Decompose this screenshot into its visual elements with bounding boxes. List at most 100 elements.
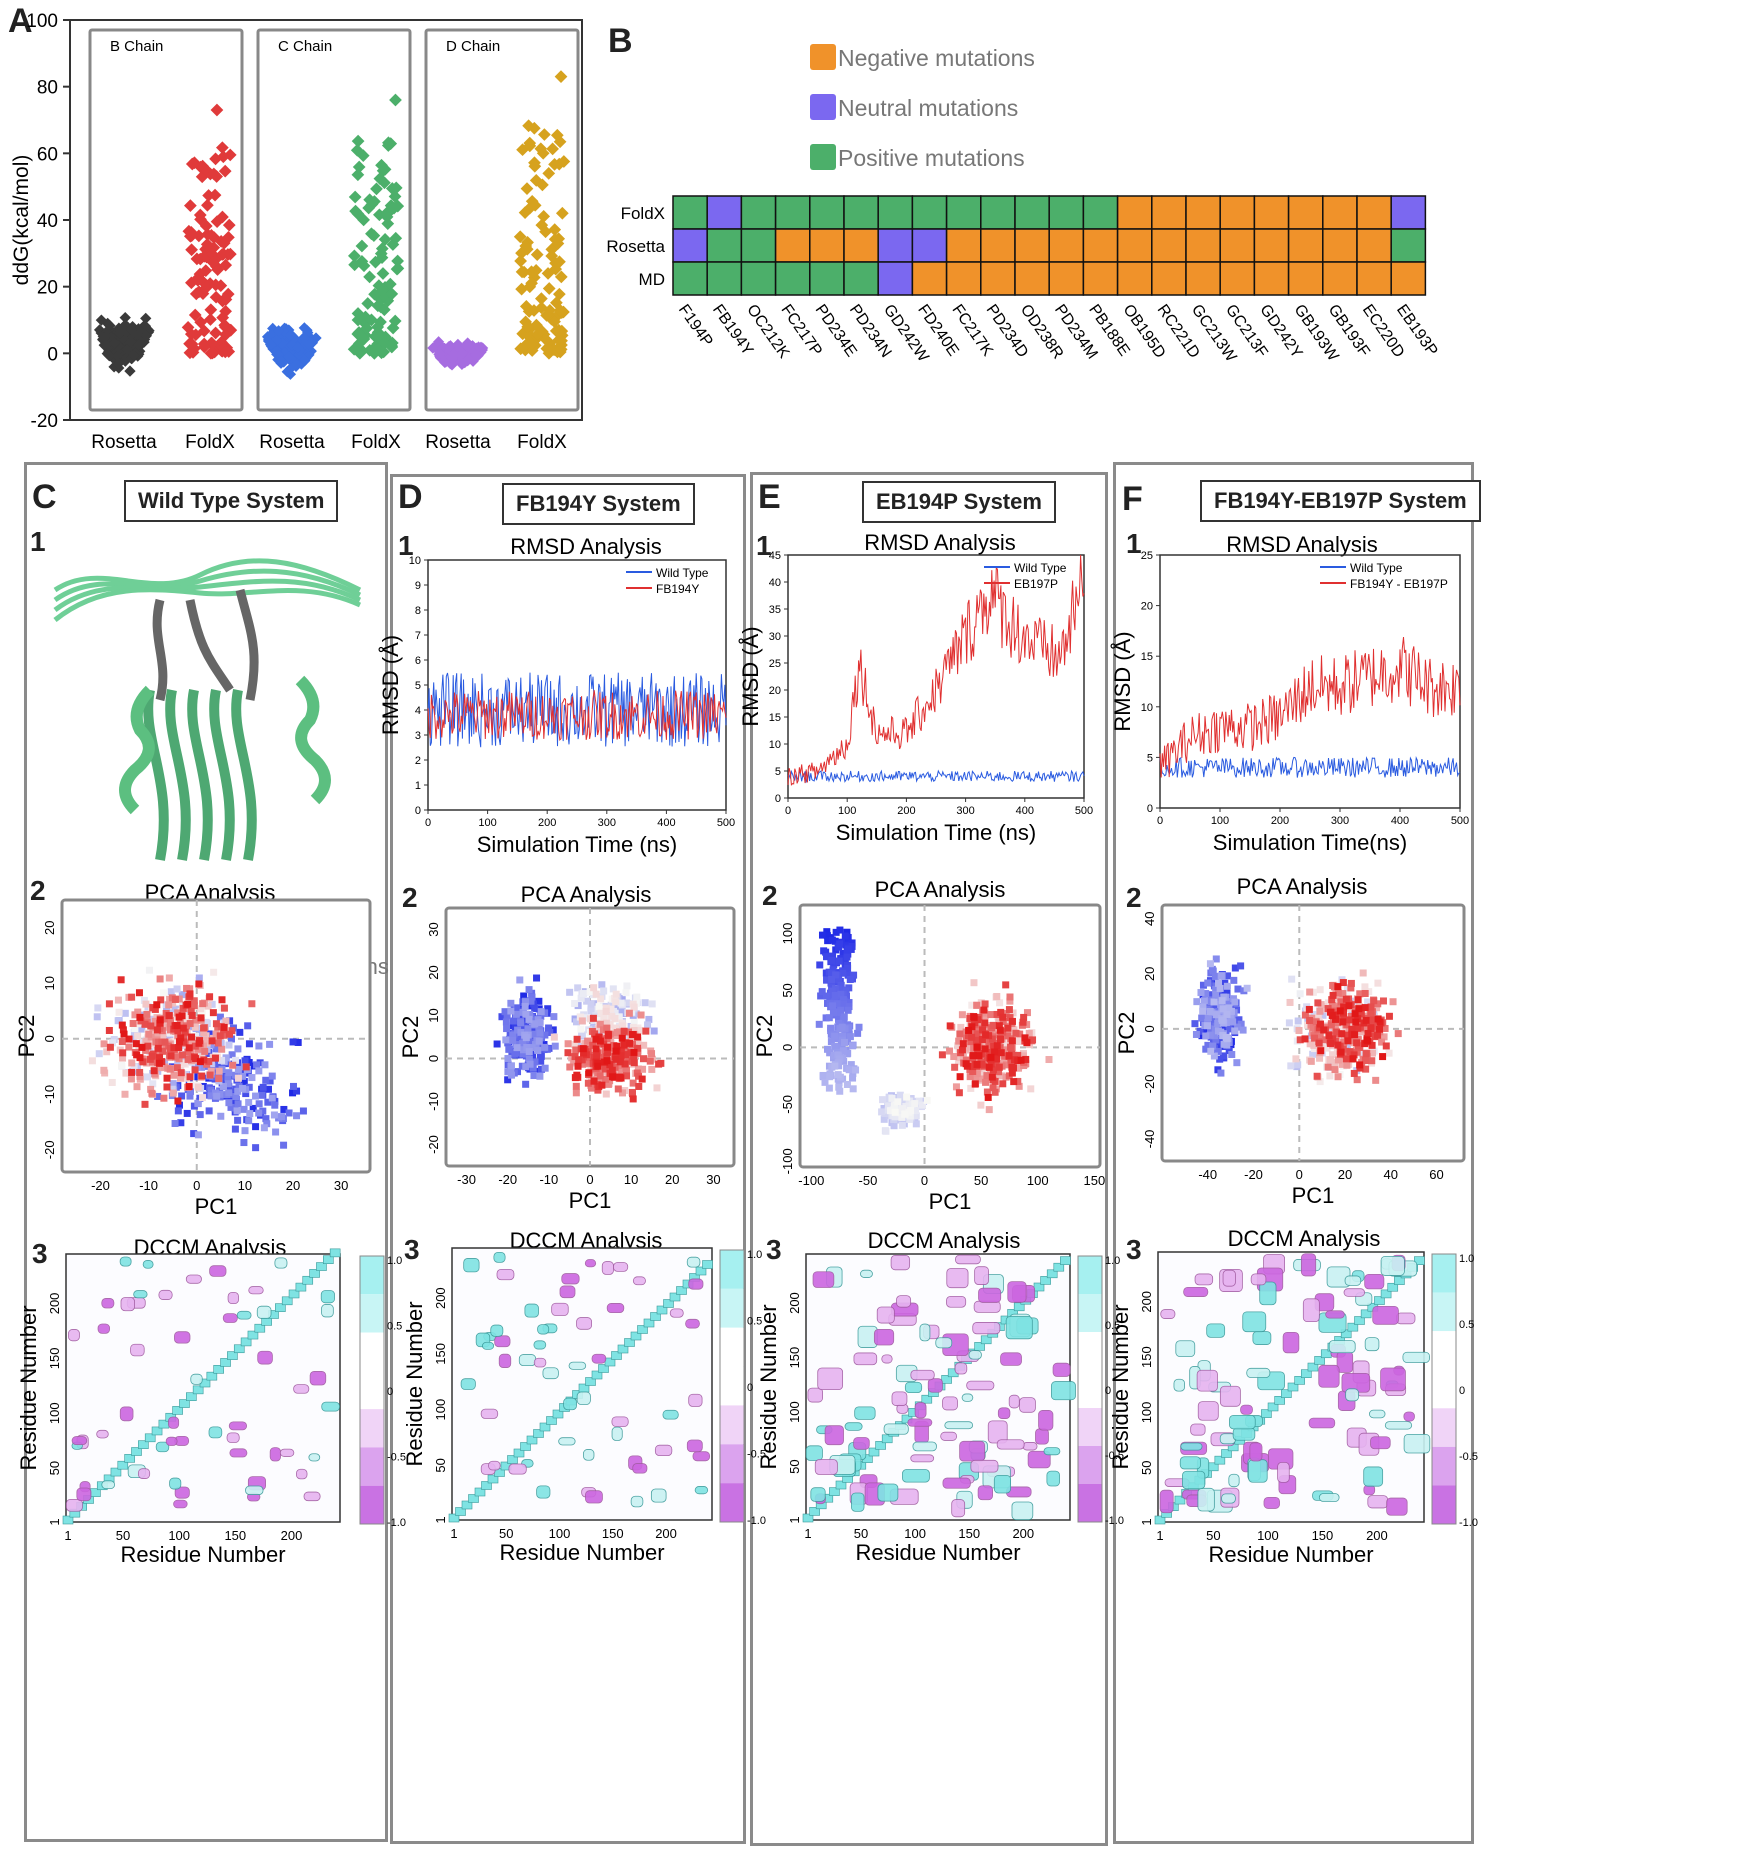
panel-a-foldx-point xyxy=(535,292,548,305)
panel-a-foldx-point xyxy=(378,232,392,246)
panel-b-cell xyxy=(945,261,982,296)
panel-a-foldx-point xyxy=(360,321,374,335)
panel-a-foldx-point xyxy=(219,258,233,272)
panel-b-cell xyxy=(1082,228,1119,263)
panel-b-mutation-label: F194P xyxy=(675,302,716,350)
panel-b-cell xyxy=(911,195,948,230)
panel-b-row-label: FoldX xyxy=(621,204,665,223)
panel-a-ytick-label: 0 xyxy=(47,344,58,365)
panel-a-xtick-label: Rosetta xyxy=(259,432,325,453)
panel-b-cell xyxy=(980,261,1016,296)
panel-a-rosetta-point xyxy=(140,312,152,325)
panel-b-cell xyxy=(843,261,879,296)
panel-b-cell xyxy=(1116,261,1153,296)
panel-a-foldx-point xyxy=(515,265,529,279)
panel-b-cell xyxy=(740,228,777,263)
panel-b-cell xyxy=(1185,195,1221,230)
panel-a-foldx-point xyxy=(363,270,376,284)
panel-a-rosetta-point xyxy=(439,356,451,369)
panel-a-group-title: D Chain xyxy=(446,38,500,55)
panel-f-frame xyxy=(1113,462,1474,1844)
panel-b-cell xyxy=(1322,261,1358,296)
panel-b-cell xyxy=(980,228,1016,263)
panel-b-cell xyxy=(1253,228,1290,263)
panel-a-foldx-point xyxy=(385,287,399,301)
panel-a-xtick-label: Rosetta xyxy=(425,432,491,453)
panel-a-foldx-point xyxy=(215,248,229,261)
panel-a-ytick-label: 60 xyxy=(37,144,58,165)
panel-a-foldx-point xyxy=(209,152,222,166)
panel-b-cell xyxy=(774,261,811,296)
panel-b-cell xyxy=(1356,195,1392,230)
panel-d-subpanel-3-number: 3 xyxy=(404,1234,420,1265)
panel-b-cell xyxy=(980,195,1016,230)
panel-b-cell xyxy=(706,261,743,296)
panel-a-label: A xyxy=(8,2,33,40)
panel-b-cell xyxy=(672,228,708,263)
panel-a-foldx-point xyxy=(208,188,222,202)
panel-a-xtick-label: Rosetta xyxy=(91,432,157,453)
panel-b-cell xyxy=(672,195,708,230)
panel-a-chart: -20 0 20 40 60 80 100 ddG(kcal/mol) B Chain C Cha… xyxy=(10,11,583,453)
panel-a-rosetta-point xyxy=(128,349,140,362)
panel-b-cell xyxy=(1048,195,1085,230)
panel-a-foldx-point xyxy=(390,262,404,276)
panel-a-foldx-point xyxy=(530,248,544,262)
panel-b-cell xyxy=(1048,228,1085,263)
panel-a-foldx-point xyxy=(200,237,214,251)
panel-d-subpanel-1-number: 1 xyxy=(398,530,414,561)
panel-b-legend-label: Neutral mutations xyxy=(838,95,1018,121)
panel-f-subpanel-2-number: 2 xyxy=(1126,882,1142,913)
panel-a-foldx-point xyxy=(356,149,370,162)
panel-a-foldx-point xyxy=(357,259,371,273)
panel-a-rosetta-point xyxy=(132,339,145,351)
panel-a-foldx-point xyxy=(194,315,208,329)
panel-a-rosetta-point xyxy=(298,354,311,366)
panel-a-rosetta-point xyxy=(462,353,474,365)
panel-a-foldx-point xyxy=(222,218,236,232)
panel-a-foldx-point xyxy=(391,254,404,268)
panel-b-cell xyxy=(1151,195,1187,230)
panel-a-foldx-point xyxy=(209,326,222,340)
panel-c-subpanel-3-number: 3 xyxy=(32,1238,48,1269)
panel-b-cell xyxy=(1390,261,1427,296)
panel-b-cell xyxy=(877,261,914,296)
panel-a-ytick-label: -20 xyxy=(31,411,58,432)
panel-b-cell xyxy=(945,228,982,263)
panel-a-ytick-label: 80 xyxy=(37,78,58,99)
panel-b-row-label: Rosetta xyxy=(606,237,665,256)
panel-b-legend-swatch xyxy=(810,144,836,170)
panel-a-rosetta-point xyxy=(272,325,285,337)
panel-a-ytick-label: 20 xyxy=(37,278,58,299)
panel-a-rosetta-point xyxy=(281,366,293,378)
panel-a-foldx-point xyxy=(181,321,195,334)
panel-a-group-title: B Chain xyxy=(110,38,163,55)
panel-b-cell xyxy=(843,195,879,230)
panel-e-system-title: EB194P System xyxy=(862,481,1056,523)
panel-a-foldx-point xyxy=(348,249,361,263)
panel-e-subpanel-3-number: 3 xyxy=(766,1234,782,1265)
panel-b-cell xyxy=(740,195,777,230)
panel-a-group-box xyxy=(88,28,244,412)
panel-b-cell xyxy=(1253,195,1290,230)
panel-a-rosetta-point xyxy=(292,342,304,354)
panel-b-cell xyxy=(706,228,743,263)
panel-a-foldx-point xyxy=(205,228,218,242)
panel-a-foldx-point xyxy=(361,297,375,310)
panel-a-foldx-point xyxy=(520,182,534,195)
panel-b-cell xyxy=(1014,195,1050,230)
panel-a-foldx-point xyxy=(381,217,395,231)
panel-a-foldx-point xyxy=(347,342,361,356)
panel-a-foldx-point xyxy=(542,282,556,295)
panel-a-ytick-label: 100 xyxy=(26,11,58,32)
panel-c-frame xyxy=(24,462,388,1842)
panel-a-foldx-point xyxy=(370,182,383,196)
panel-a-ytick-label: 40 xyxy=(37,211,58,232)
panel-a-foldx-point xyxy=(191,273,205,287)
panel-a-foldx-point xyxy=(197,340,211,354)
panel-b-cell xyxy=(809,228,845,263)
panel-a-xtick-label: FoldX xyxy=(185,432,235,453)
panel-a-rosetta-point xyxy=(456,347,468,359)
panel-a-foldx-point xyxy=(217,236,231,250)
panel-b-cell xyxy=(1219,228,1256,263)
